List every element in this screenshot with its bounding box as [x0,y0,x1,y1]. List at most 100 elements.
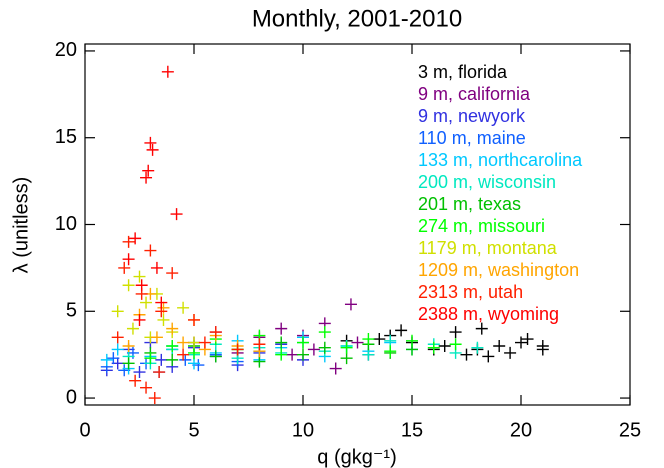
point [286,348,299,361]
legend-entry: 274 m, missouri [418,216,545,236]
x-tick-label: 5 [188,419,199,441]
point [188,336,200,349]
point [297,348,309,361]
point [166,322,179,335]
point [307,343,320,356]
point [111,331,124,344]
point [166,267,179,280]
point [253,355,266,368]
legend-entry: 2388 m, wyoming [418,304,559,324]
legend-entry: 9 m, newyork [418,106,526,126]
point [129,232,142,245]
point [140,296,153,309]
plot-frame [84,43,631,406]
point [188,313,200,326]
point [122,279,135,292]
x-tick-label: 20 [510,419,532,441]
point [427,341,440,354]
x-axis-label: q (gkg⁻¹) [317,446,396,468]
point [166,353,179,366]
point [384,345,397,358]
point [198,336,211,349]
point [521,333,534,346]
point [373,333,386,346]
point [153,366,166,379]
point [122,235,135,248]
point [471,341,484,354]
point [275,322,288,335]
point [209,326,222,339]
point [122,253,135,266]
chart-title: Monthly, 2001-2010 [252,5,462,32]
point [177,301,190,314]
point [179,353,192,366]
point [148,392,161,405]
point [475,322,488,335]
y-tick-label: 20 [55,39,77,61]
point [155,296,168,309]
legend-entry: 201 m, texas [418,194,521,214]
x-tick-label: 15 [401,419,423,441]
legend-entry: 1209 m, washington [418,260,579,280]
point [100,353,113,366]
point [318,326,331,339]
point [107,352,120,365]
point [438,339,451,352]
point [188,346,200,359]
point [161,65,174,78]
point [144,352,157,365]
legend-entry: 1179 m, montana [418,238,558,258]
point [111,343,124,356]
point [118,261,131,274]
point [329,362,342,375]
point [493,339,506,352]
point [536,339,549,352]
legend-entry: 200 m, wisconsin [418,172,556,192]
point [133,270,146,283]
point [384,334,397,347]
point [150,331,163,344]
point [344,298,357,311]
point [126,322,139,335]
point [395,324,408,337]
point [155,353,168,366]
legend-entry: 2313 m, utah [418,282,523,302]
point [362,333,375,346]
legend-entry: 3 m, florida [418,62,508,82]
y-tick-label: 10 [55,213,77,235]
point [482,350,495,363]
y-tick-label: 0 [66,386,77,408]
legend-entry: 9 m, california [418,84,531,104]
point [122,357,135,370]
point [515,336,527,349]
point [177,336,190,349]
x-tick-label: 25 [619,419,641,441]
point [275,348,288,361]
point [157,313,170,326]
point [362,348,375,361]
point [140,171,153,184]
point [170,208,183,221]
point [177,348,190,361]
y-tick-label: 15 [55,126,77,148]
point [135,279,148,292]
point [150,261,163,274]
point [449,338,462,351]
point [297,336,309,349]
point [275,336,288,349]
point [406,334,418,347]
point [340,352,353,365]
point [133,366,146,379]
point [231,343,244,356]
point [318,341,331,354]
point [146,143,159,156]
x-tick-label: 0 [79,419,90,441]
point [144,244,157,257]
point [351,336,364,349]
point [340,341,353,354]
x-tick-label: 10 [292,419,314,441]
y-tick-label: 5 [66,300,77,322]
point [142,164,155,177]
point [449,326,462,339]
point [209,350,222,363]
